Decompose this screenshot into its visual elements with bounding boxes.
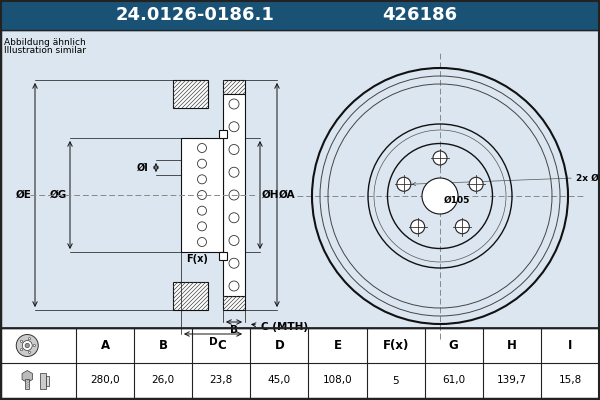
Circle shape xyxy=(197,238,206,246)
Text: 139,7: 139,7 xyxy=(497,376,527,386)
Text: Illustration similar: Illustration similar xyxy=(4,46,86,55)
Circle shape xyxy=(28,338,31,340)
Text: 23,8: 23,8 xyxy=(209,376,233,386)
Bar xyxy=(40,372,46,388)
Circle shape xyxy=(422,178,458,214)
Text: 61,0: 61,0 xyxy=(442,376,465,386)
Text: ØH: ØH xyxy=(262,190,280,200)
Circle shape xyxy=(455,220,469,234)
Text: ØA: ØA xyxy=(279,190,296,200)
Text: H: H xyxy=(507,339,517,352)
Circle shape xyxy=(197,190,206,200)
Text: 15,8: 15,8 xyxy=(559,376,581,386)
Text: C (MTH): C (MTH) xyxy=(261,322,308,332)
Circle shape xyxy=(229,236,239,246)
Text: 2x Ø8,6: 2x Ø8,6 xyxy=(576,174,600,182)
Bar xyxy=(173,282,208,310)
Text: B: B xyxy=(158,339,167,352)
Text: ØG: ØG xyxy=(50,190,67,200)
Text: Abbildung ähnlich: Abbildung ähnlich xyxy=(4,38,86,47)
Text: 280,0: 280,0 xyxy=(90,376,120,386)
Bar xyxy=(1,328,599,398)
Bar xyxy=(223,296,245,310)
Bar xyxy=(1,328,599,398)
Text: 108,0: 108,0 xyxy=(323,376,352,386)
Bar xyxy=(181,138,223,252)
Circle shape xyxy=(229,167,239,177)
Text: 24.0126-0186.1: 24.0126-0186.1 xyxy=(116,6,274,24)
Text: 26,0: 26,0 xyxy=(152,376,175,386)
Circle shape xyxy=(20,340,23,342)
Circle shape xyxy=(229,258,239,268)
Bar xyxy=(25,378,29,388)
Circle shape xyxy=(229,281,239,291)
Circle shape xyxy=(229,190,239,200)
Circle shape xyxy=(229,122,239,132)
Text: D: D xyxy=(209,337,217,347)
Circle shape xyxy=(410,220,425,234)
Text: D: D xyxy=(275,339,284,352)
Bar xyxy=(173,80,208,108)
Text: F(x): F(x) xyxy=(382,339,409,352)
Text: Ø105: Ø105 xyxy=(444,196,470,204)
Bar xyxy=(46,376,49,386)
Text: B: B xyxy=(230,325,238,335)
Circle shape xyxy=(25,343,29,348)
Circle shape xyxy=(20,349,23,351)
Circle shape xyxy=(197,175,206,184)
Circle shape xyxy=(34,344,35,346)
Circle shape xyxy=(229,213,239,223)
Text: I: I xyxy=(568,339,572,352)
Bar xyxy=(223,94,245,296)
Circle shape xyxy=(307,63,573,329)
Text: A: A xyxy=(100,339,110,352)
Circle shape xyxy=(197,144,206,152)
Text: ØI: ØI xyxy=(137,162,149,172)
Text: 426186: 426186 xyxy=(382,6,458,24)
Text: G: G xyxy=(449,339,458,352)
Circle shape xyxy=(433,151,447,165)
Circle shape xyxy=(197,222,206,231)
Circle shape xyxy=(397,177,411,191)
Circle shape xyxy=(22,340,32,350)
Text: ØE: ØE xyxy=(16,190,32,200)
Circle shape xyxy=(229,99,239,109)
Polygon shape xyxy=(22,370,32,382)
Bar xyxy=(219,252,227,260)
Text: E: E xyxy=(334,339,341,352)
Text: C: C xyxy=(217,339,226,352)
Circle shape xyxy=(197,206,206,215)
Circle shape xyxy=(16,334,38,356)
Text: 5: 5 xyxy=(392,376,399,386)
Circle shape xyxy=(469,177,483,191)
Bar xyxy=(223,80,245,94)
Bar xyxy=(0,0,600,30)
Circle shape xyxy=(229,144,239,154)
Bar xyxy=(1,30,599,328)
Circle shape xyxy=(28,351,31,354)
Text: 45,0: 45,0 xyxy=(268,376,291,386)
Bar xyxy=(219,130,227,138)
Circle shape xyxy=(197,159,206,168)
Text: F(x): F(x) xyxy=(186,254,208,264)
